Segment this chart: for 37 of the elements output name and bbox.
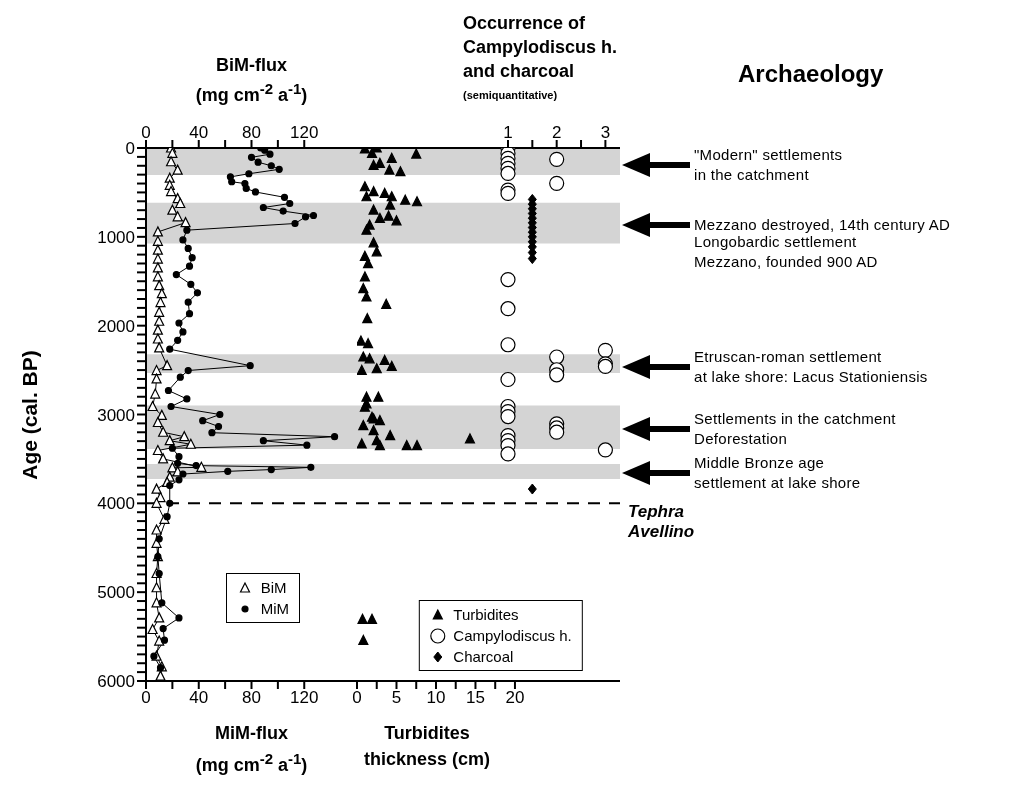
x-tick-label: 40: [189, 123, 209, 142]
legend-label: MiM: [260, 599, 289, 619]
y-tick-label: 3000: [97, 405, 135, 425]
text: Archaeology: [738, 60, 884, 88]
x-tick-label: 5: [391, 688, 402, 708]
x-tick-label: 15: [466, 688, 485, 708]
legend-label: Charcoal: [453, 647, 514, 667]
x-axis-title: MiM-flux (mg cm$^{-2}$ a$^{-1}$): [195, 723, 308, 775]
x2-tick-label: 3: [600, 123, 611, 142]
text: "Modern" settlements in the catchment: [694, 145, 843, 185]
x-tick-label: 20: [505, 688, 525, 708]
x2-axis-title: BiM-flux (mg cm$^{-2}$ a$^{-1}$): [194, 54, 309, 107]
legend-label: BiM: [260, 578, 287, 598]
x2-tick-label: 2: [551, 123, 562, 142]
x-tick-label: 0: [352, 688, 362, 708]
x-tick-label: 80: [242, 123, 261, 142]
x-axis-title: Turbidites thickness (cm): [362, 722, 491, 771]
x2-axis-title: Occurrence of Campylodiscus h. and charcoal (semiquantitative): [463, 12, 619, 103]
x2-tick-label: 1: [503, 123, 513, 142]
y-tick-label: 0: [125, 139, 135, 159]
text: Etruscan-roman settlement at lake shore: Lacus Stationiensis: [694, 347, 928, 387]
text: Longobardic settlement Mezzano, founded 900 AD: [694, 233, 878, 272]
y-tick-label: 5000: [97, 583, 135, 603]
y-axis-title: Age (cal. BP): [18, 349, 42, 480]
x-tick-label: 0: [141, 123, 151, 142]
text: Settlements in the catchment Deforestation: [694, 409, 896, 449]
y-tick-label: 1000: [97, 227, 135, 247]
y-tick-label: 2000: [97, 316, 135, 336]
text: Middle Bronze age settlement at lake shore: [694, 453, 861, 493]
y-tick-label: 6000: [97, 672, 135, 692]
legend-label: Turbidites: [453, 605, 519, 625]
text: Mezzano destroyed, 14th century AD: [694, 215, 951, 235]
legend-label: Campylodiscus h.: [453, 626, 572, 646]
ref-line-label: Tephra Avellino: [627, 502, 695, 542]
x-tick-label: 10: [426, 688, 446, 708]
y-tick-label: 4000: [97, 494, 135, 514]
x-tick-label: 120: [290, 123, 319, 142]
